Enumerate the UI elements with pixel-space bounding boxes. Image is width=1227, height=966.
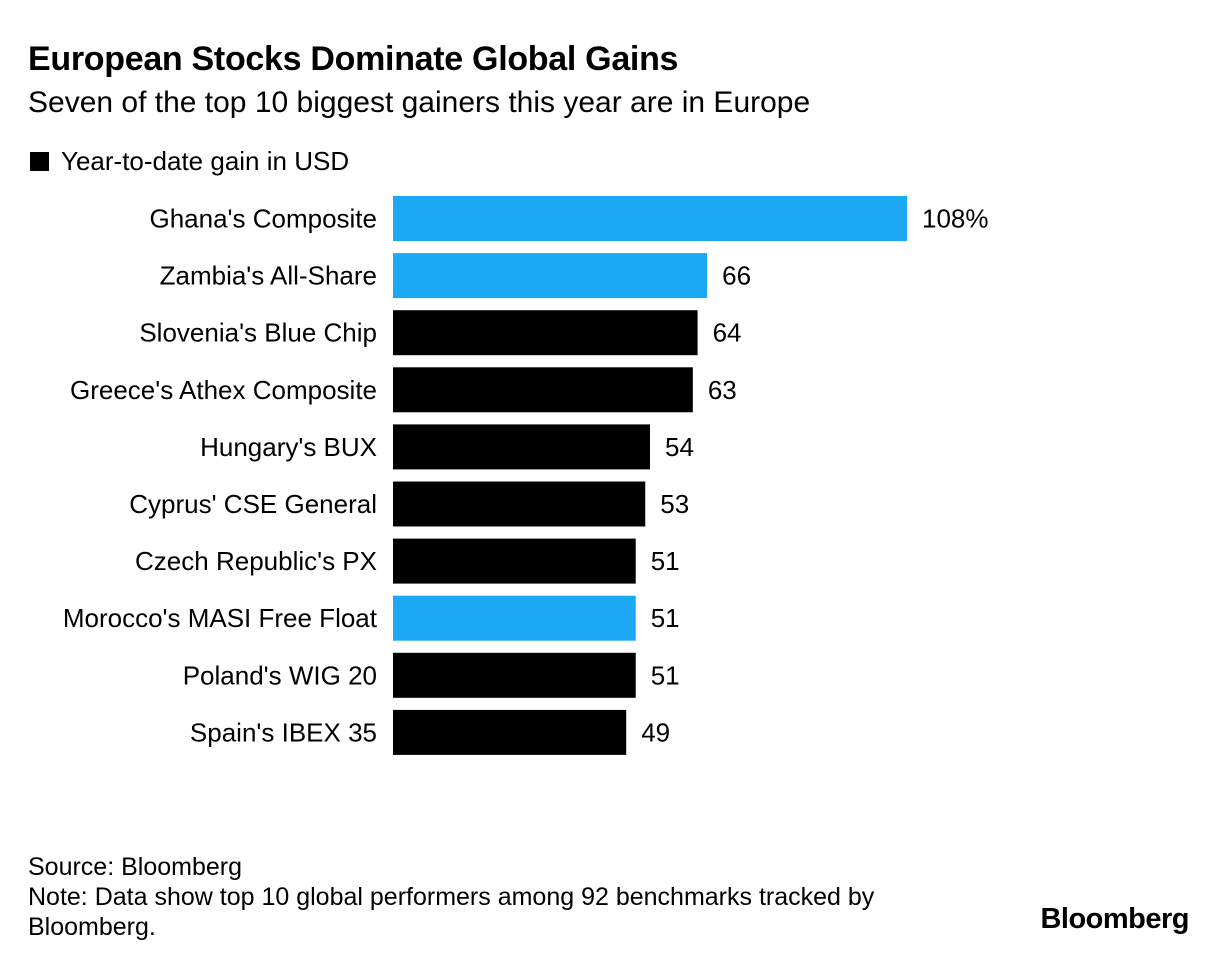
bar (393, 367, 693, 413)
legend: Year-to-date gain in USD (30, 146, 349, 177)
value-label: 108% (922, 204, 989, 234)
bar (393, 595, 636, 641)
bar (393, 196, 907, 241)
chart-title: European Stocks Dominate Global Gains (28, 40, 679, 78)
chart-subtitle: Seven of the top 10 biggest gainers this… (28, 86, 811, 119)
bloomberg-logo: Bloomberg (1040, 903, 1189, 935)
value-label: 64 (713, 318, 742, 348)
category-label: Greece's Athex Composite (70, 375, 377, 405)
category-label: Poland's WIG 20 (183, 660, 377, 690)
bar-chart: Ghana's Composite 108% Zambia's All-Share 6… (63, 196, 989, 755)
footer: Source: Bloomberg Note: Data show top 10… (28, 852, 928, 942)
category-label: Morocco's MASI Free Float (63, 603, 378, 633)
category-label: Slovenia's Blue Chip (139, 318, 377, 348)
bar (393, 253, 708, 299)
category-label: Spain's IBEX 35 (190, 717, 377, 747)
bar (393, 424, 650, 470)
value-label: 51 (651, 603, 680, 633)
bar (393, 310, 698, 356)
data-note: Note: Data show top 10 global performers… (28, 883, 875, 941)
legend-swatch (30, 152, 49, 171)
category-label: Zambia's All-Share (160, 261, 377, 291)
source-note: Source: Bloomberg (28, 853, 243, 881)
category-label: Czech Republic's PX (135, 546, 377, 576)
bar (393, 652, 636, 698)
bar (393, 481, 646, 527)
category-label: Ghana's Composite (149, 204, 377, 234)
value-label: 53 (660, 489, 689, 519)
value-label: 51 (651, 546, 680, 576)
bar (393, 709, 627, 755)
category-label: Cyprus' CSE General (129, 489, 377, 519)
bar (393, 538, 636, 584)
value-label: 54 (665, 432, 694, 462)
value-label: 66 (722, 261, 751, 291)
legend-label: Year-to-date gain in USD (61, 146, 350, 176)
category-label: Hungary's BUX (200, 432, 377, 462)
value-label: 49 (641, 717, 670, 747)
value-label: 63 (708, 375, 737, 405)
value-label: 51 (651, 660, 680, 690)
